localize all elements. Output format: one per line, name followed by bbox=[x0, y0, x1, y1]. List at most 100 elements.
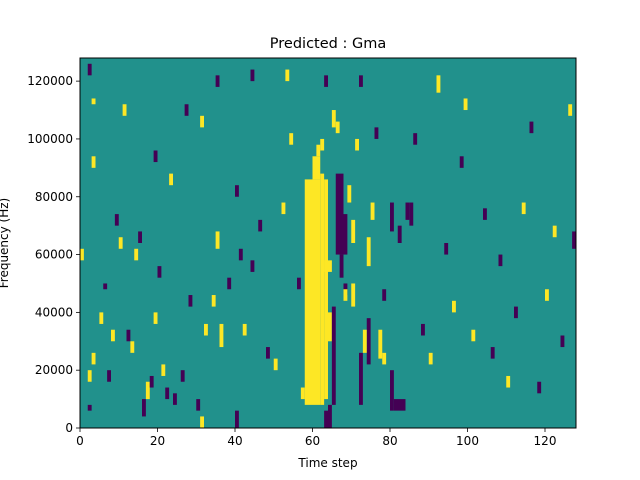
heatmap-cell bbox=[99, 312, 104, 324]
heatmap-cell bbox=[498, 254, 503, 267]
heatmap-cell bbox=[347, 185, 352, 203]
heatmap-cell bbox=[362, 329, 367, 353]
heatmap-cell bbox=[378, 329, 383, 359]
heatmap-cell bbox=[320, 173, 325, 405]
heatmap-cell bbox=[130, 341, 135, 353]
heatmap-cell bbox=[215, 231, 220, 249]
heatmap-cell bbox=[324, 410, 328, 428]
heatmap-cell bbox=[328, 312, 332, 342]
y-axis-ticks: 0 20000 40000 60000 80000 100000 120000 bbox=[27, 74, 80, 435]
heatmap-cell bbox=[537, 381, 542, 394]
x-axis-label: Time step bbox=[297, 456, 357, 470]
heatmap-cell bbox=[153, 150, 158, 163]
heatmap-cell bbox=[343, 214, 348, 255]
heatmap-cell bbox=[324, 179, 328, 400]
heatmap-cell bbox=[316, 144, 321, 157]
y-axis-label: Frequency (Hz) bbox=[0, 198, 11, 289]
plot-area bbox=[79, 57, 577, 429]
heatmap-cell bbox=[568, 104, 573, 116]
heatmap-cell bbox=[188, 295, 193, 307]
heatmap-cell bbox=[91, 98, 96, 105]
heatmap-cell bbox=[351, 219, 356, 243]
y-tick-label: 60000 bbox=[35, 248, 73, 262]
heatmap-cell bbox=[258, 219, 263, 232]
heatmap-cell bbox=[204, 323, 208, 336]
heatmap-cell bbox=[514, 306, 518, 319]
heatmap-cell bbox=[200, 115, 204, 128]
heatmap-cell bbox=[169, 173, 173, 186]
heatmap-cell bbox=[351, 283, 356, 307]
heatmap-cell bbox=[374, 127, 379, 139]
heatmap-cell bbox=[91, 352, 96, 365]
heatmap-cell bbox=[300, 387, 305, 400]
y-tick-label: 120000 bbox=[27, 74, 73, 88]
heatmap-cell bbox=[463, 98, 468, 111]
heatmap-cell bbox=[359, 352, 363, 405]
heatmap-cell bbox=[390, 202, 394, 232]
heatmap-cell bbox=[552, 225, 557, 238]
x-tick-label: 100 bbox=[456, 434, 479, 448]
heatmap-cell bbox=[196, 399, 201, 411]
heatmap-cells bbox=[80, 63, 576, 428]
heatmap-cell bbox=[219, 323, 224, 348]
y-tick-label: 100000 bbox=[27, 132, 73, 146]
heatmap-cell bbox=[506, 375, 511, 388]
heatmap-cell bbox=[471, 329, 476, 342]
heatmap-cell bbox=[452, 300, 456, 313]
heatmap-cell bbox=[409, 202, 414, 226]
heatmap-cell bbox=[161, 364, 166, 376]
heatmap-cell bbox=[145, 381, 150, 400]
heatmap-cell bbox=[122, 104, 127, 116]
heatmap-cell bbox=[343, 289, 348, 301]
heatmap-cell bbox=[180, 370, 185, 382]
heatmap-cell bbox=[366, 318, 371, 365]
x-tick-label: 60 bbox=[305, 434, 320, 448]
heatmap-cell bbox=[328, 404, 332, 428]
heatmap-cell bbox=[80, 248, 84, 261]
y-tick-label: 0 bbox=[65, 421, 73, 435]
heatmap-cell bbox=[304, 179, 321, 405]
heatmap-cell bbox=[215, 75, 220, 87]
heatmap-cell bbox=[421, 323, 425, 336]
heatmap-cell bbox=[370, 202, 375, 220]
y-tick-label: 80000 bbox=[35, 190, 73, 204]
x-tick-label: 80 bbox=[382, 434, 397, 448]
chart-title: Predicted : Gma bbox=[270, 36, 386, 52]
heatmap-cell bbox=[297, 277, 301, 290]
heatmap-cell bbox=[413, 133, 418, 145]
heatmap-cell bbox=[87, 404, 92, 411]
heatmap-cell bbox=[184, 104, 189, 116]
x-tick-label: 40 bbox=[227, 434, 242, 448]
x-axis-ticks: 0 20 40 60 80 100 120 bbox=[76, 428, 556, 448]
heatmap-cell bbox=[238, 248, 243, 261]
heatmap-cell bbox=[335, 173, 344, 255]
heatmap-cell bbox=[289, 133, 294, 145]
heatmap-cell bbox=[390, 370, 394, 411]
heatmap-cell bbox=[355, 138, 359, 151]
heatmap-cell bbox=[266, 347, 270, 359]
heatmap-cell bbox=[235, 410, 239, 428]
heatmap-cell bbox=[382, 289, 387, 301]
heatmap-cell bbox=[397, 225, 402, 243]
plot-frame bbox=[79, 57, 577, 429]
heatmap-cell bbox=[91, 156, 96, 168]
heatmap-cell bbox=[142, 399, 146, 417]
heatmap-cell bbox=[312, 156, 321, 180]
heatmap-cell bbox=[242, 323, 247, 336]
heatmap-cell bbox=[335, 121, 340, 134]
heatmap-cell bbox=[331, 306, 336, 405]
heatmap-cell bbox=[114, 214, 119, 226]
heatmap-cell bbox=[529, 121, 534, 134]
heatmap-cell bbox=[405, 202, 410, 220]
heatmap-cell bbox=[331, 110, 336, 128]
heatmap-cell bbox=[103, 283, 108, 290]
heatmap-cell bbox=[138, 231, 142, 243]
heatmap-cell bbox=[521, 202, 526, 215]
heatmap-cell bbox=[572, 231, 576, 249]
heatmap-cell bbox=[134, 248, 139, 261]
x-tick-label: 0 bbox=[76, 434, 84, 448]
heatmap-cell bbox=[235, 185, 239, 197]
heatmap-cell bbox=[382, 352, 387, 365]
heatmap-cell bbox=[107, 370, 111, 382]
